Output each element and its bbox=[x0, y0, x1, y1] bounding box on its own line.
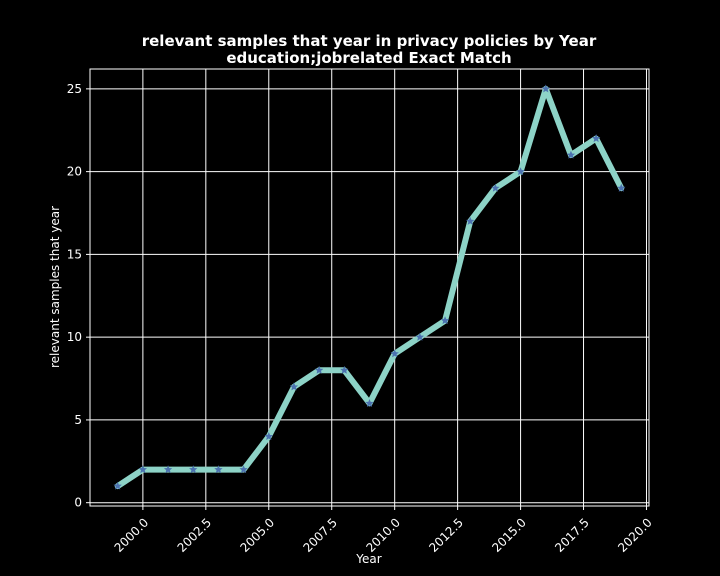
data-point bbox=[365, 398, 374, 407]
data-point bbox=[239, 465, 248, 474]
data-point bbox=[491, 183, 500, 192]
data-point bbox=[617, 183, 626, 192]
y-axis-ticks: 0 5 10 15 20 25 bbox=[67, 82, 90, 510]
data-point bbox=[314, 365, 324, 374]
chart-subtitle: education;jobrelated Exact Match bbox=[226, 49, 511, 67]
data-point bbox=[591, 134, 601, 143]
y-tick-label: 20 bbox=[67, 165, 82, 179]
grid bbox=[90, 69, 649, 506]
y-tick-label: 15 bbox=[67, 247, 82, 261]
data-point bbox=[163, 465, 173, 474]
data-point bbox=[566, 150, 576, 159]
plot-area-frame bbox=[89, 68, 650, 507]
data-point bbox=[466, 216, 475, 225]
y-tick-label: 5 bbox=[74, 413, 82, 427]
data-point bbox=[264, 432, 273, 441]
y-tick-label: 10 bbox=[67, 330, 82, 344]
data-point bbox=[415, 332, 425, 341]
data-point bbox=[289, 382, 299, 391]
y-tick-label: 0 bbox=[74, 496, 82, 510]
data-point bbox=[113, 481, 122, 490]
data-point bbox=[516, 167, 525, 176]
data-point bbox=[390, 349, 399, 358]
data-point bbox=[138, 465, 148, 474]
data-point bbox=[189, 465, 198, 474]
y-tick-label: 25 bbox=[67, 82, 82, 96]
x-axis-label: Year bbox=[355, 552, 381, 566]
y-axis-label: relevant samples that year bbox=[48, 206, 62, 368]
data-point bbox=[214, 465, 223, 474]
data-point bbox=[541, 84, 550, 93]
data-point bbox=[340, 365, 349, 374]
series bbox=[113, 84, 626, 490]
chart-title: relevant samples that year in privacy po… bbox=[142, 32, 597, 50]
data-point bbox=[440, 316, 450, 325]
